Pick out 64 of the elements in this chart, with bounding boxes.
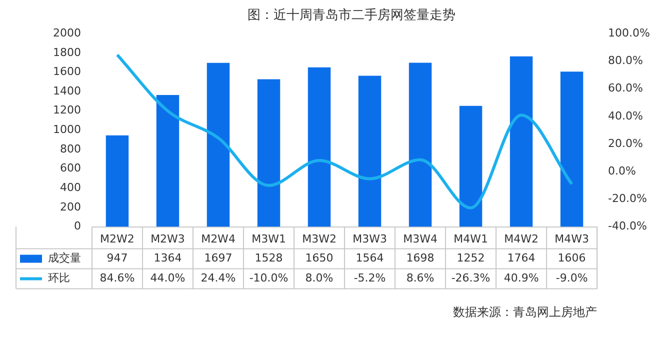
legend-label: 环比 bbox=[48, 272, 70, 285]
y-tick-label: 1800 bbox=[52, 46, 81, 59]
source-note: 数据来源：青岛网上房地产 bbox=[453, 304, 598, 319]
data-label: -26.3% bbox=[451, 272, 490, 285]
y-tick-label: 1000 bbox=[52, 123, 81, 136]
y-tick-label: 1400 bbox=[52, 84, 81, 98]
data-label: 8.6% bbox=[406, 272, 434, 285]
y2-tick-label: 80.0% bbox=[608, 54, 644, 68]
bar bbox=[206, 62, 230, 227]
y-tick-label: 0 bbox=[74, 220, 81, 233]
data-label: -10.0% bbox=[249, 272, 288, 285]
chart-title: 图：近十周青岛市二手房网签量走势 bbox=[248, 7, 456, 24]
y2-tick-label: 60.0% bbox=[608, 82, 644, 95]
data-label: 24.4% bbox=[200, 272, 236, 285]
y-tick-label: 1600 bbox=[52, 65, 81, 78]
data-label: 1650 bbox=[305, 252, 334, 265]
x-tick-label: M4W2 bbox=[504, 232, 538, 246]
y2-tick-label: -20.0% bbox=[608, 192, 647, 206]
bar bbox=[510, 56, 533, 227]
x-tick-label: M2W4 bbox=[201, 232, 236, 246]
data-label: 1698 bbox=[406, 252, 434, 265]
y-tick-label: 2000 bbox=[52, 26, 81, 40]
y2-tick-label: 40.0% bbox=[608, 109, 644, 122]
bar bbox=[308, 67, 331, 227]
y2-tick-label: 100.0% bbox=[608, 26, 650, 40]
data-label: 8.0% bbox=[305, 272, 334, 285]
y-tick-label: 400 bbox=[60, 181, 81, 194]
y2-tick-label: 0.0% bbox=[608, 164, 636, 178]
data-label: 1528 bbox=[254, 252, 283, 265]
bar bbox=[358, 76, 382, 227]
data-label: 1364 bbox=[154, 252, 182, 265]
y2-tick-label: -40.0% bbox=[608, 220, 647, 233]
y-tick-label: 800 bbox=[60, 142, 81, 156]
bar bbox=[257, 79, 280, 227]
x-tick-label: M4W3 bbox=[554, 232, 589, 246]
y2-tick-label: 20.0% bbox=[608, 136, 644, 150]
data-label: 40.9% bbox=[504, 272, 539, 285]
data-label: 1564 bbox=[356, 252, 384, 265]
data-label: 84.6% bbox=[100, 272, 135, 285]
x-tick-label: M3W1 bbox=[252, 232, 286, 246]
y-tick-label: 1200 bbox=[52, 104, 81, 117]
data-label: -5.2% bbox=[354, 272, 386, 285]
data-label: 1606 bbox=[558, 252, 586, 265]
data-label: 1697 bbox=[204, 252, 232, 265]
data-label: 947 bbox=[106, 252, 128, 265]
x-tick-label: M3W4 bbox=[403, 232, 438, 246]
data-label: 1252 bbox=[456, 252, 485, 265]
x-tick-label: M2W2 bbox=[100, 232, 134, 246]
legend-label: 成交量 bbox=[48, 252, 81, 265]
x-tick-label: M3W3 bbox=[352, 232, 387, 246]
line-series bbox=[116, 53, 574, 210]
x-tick-label: M3W2 bbox=[302, 232, 336, 246]
bar bbox=[560, 72, 584, 227]
x-tick-label: M2W3 bbox=[150, 232, 185, 246]
bar bbox=[106, 135, 129, 227]
bar bbox=[408, 62, 432, 227]
data-label: -9.0% bbox=[556, 272, 588, 285]
data-label: 44.0% bbox=[150, 272, 186, 285]
bar bbox=[459, 106, 482, 227]
x-tick-label: M4W1 bbox=[454, 232, 488, 246]
data-label: 1764 bbox=[507, 252, 536, 265]
bar bbox=[156, 95, 180, 227]
y-tick-label: 200 bbox=[60, 200, 81, 214]
y-tick-label: 600 bbox=[60, 162, 81, 175]
